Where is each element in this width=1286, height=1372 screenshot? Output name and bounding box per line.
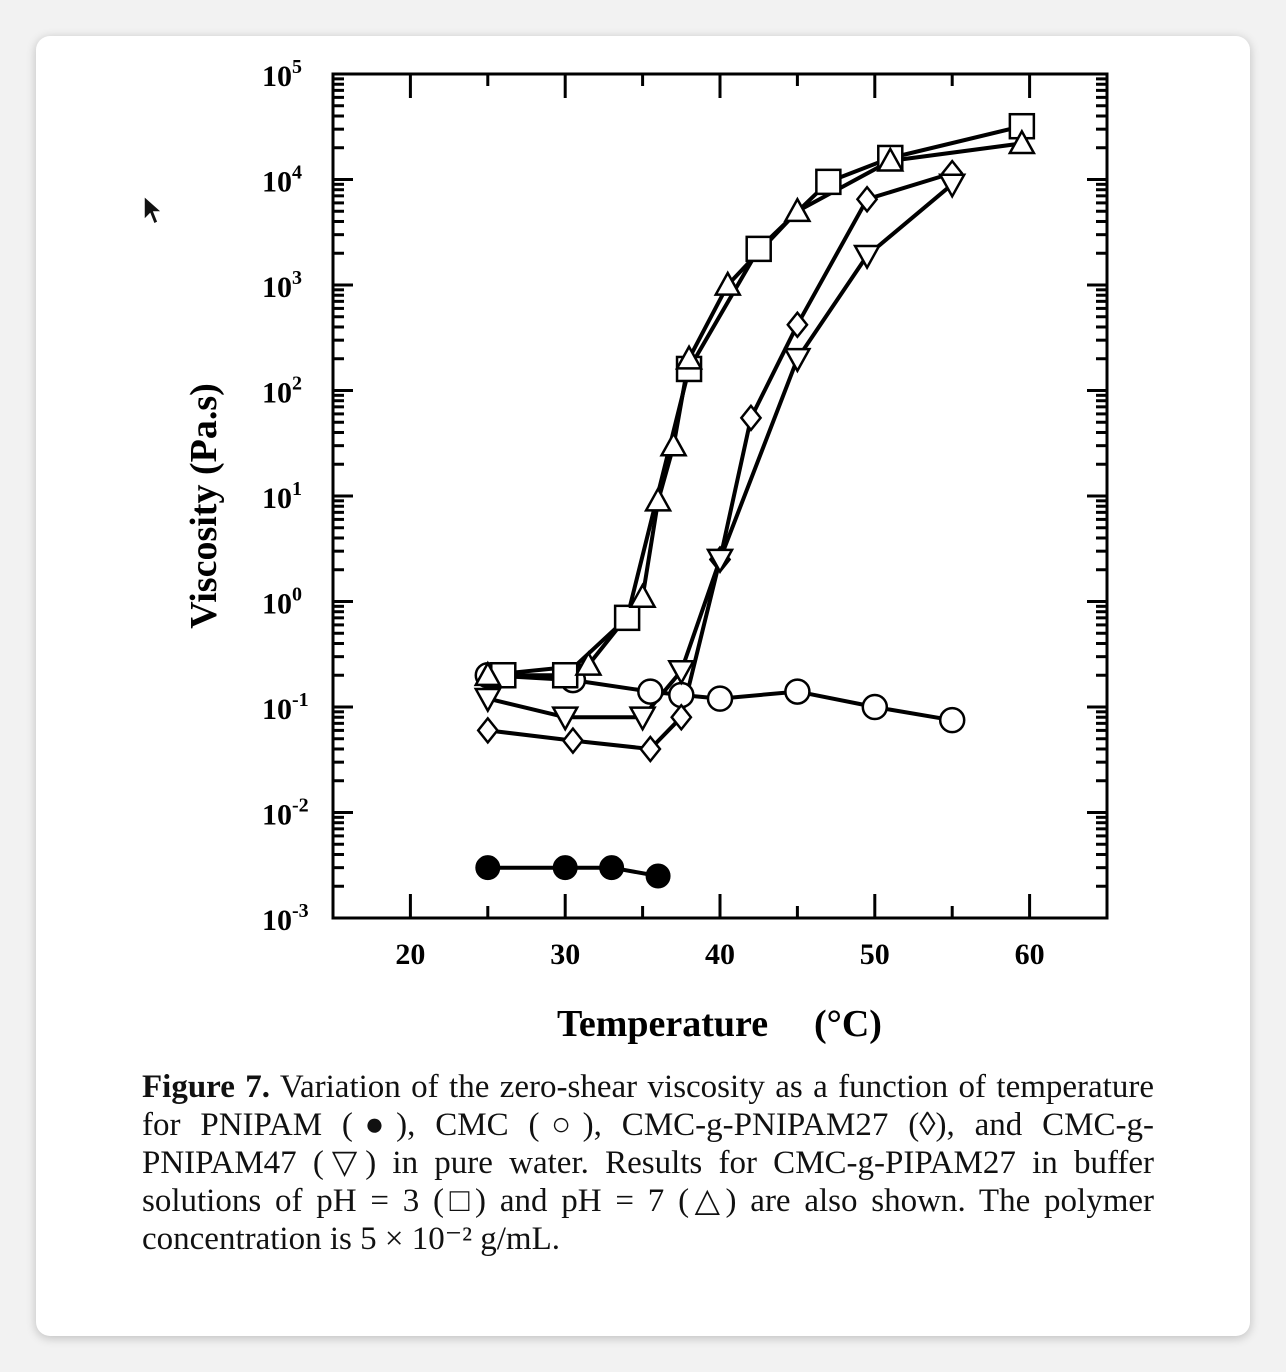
x-axis-title-unit: (°C) <box>814 1003 882 1045</box>
series-filled-circle <box>487 865 659 878</box>
x-tick-label: 20 <box>395 938 425 971</box>
series-markers-square <box>490 112 1036 689</box>
x-tick-label: 40 <box>705 938 735 971</box>
chart-series <box>473 112 1036 889</box>
figure-label: Figure 7. <box>142 1069 271 1105</box>
data-point <box>786 310 809 339</box>
data-point <box>628 706 657 732</box>
data-point <box>574 650 603 676</box>
data-point <box>739 403 763 432</box>
data-point <box>645 863 671 889</box>
data-point <box>783 196 812 223</box>
data-point <box>639 734 662 763</box>
data-point <box>637 678 664 705</box>
data-point <box>713 270 742 296</box>
y-tick-label: 102 <box>262 373 302 410</box>
data-point <box>861 693 889 721</box>
series-line <box>487 865 659 878</box>
data-point <box>855 185 879 214</box>
x-axis-title-text: Temperature <box>557 1003 768 1045</box>
data-point <box>475 855 501 881</box>
data-point <box>599 855 625 881</box>
series-markers-diamond <box>476 159 964 763</box>
y-tick-label: 103 <box>262 267 302 304</box>
x-tick-label: 60 <box>1015 938 1045 971</box>
mouse-cursor-icon <box>142 194 164 231</box>
data-point <box>670 703 693 732</box>
data-point <box>561 726 585 755</box>
data-point <box>706 685 734 712</box>
series-line <box>487 182 954 720</box>
y-tick-label: 104 <box>262 162 302 199</box>
data-point <box>938 706 966 734</box>
data-point <box>667 660 696 686</box>
document-page: 20 30 40 50 60 105 104 103 102 101 100 10-1 10-2 10-3… <box>36 36 1250 1336</box>
data-point <box>674 344 704 370</box>
data-point <box>628 582 657 608</box>
y-axis-title: Viscosity (Pa.s) <box>183 383 225 629</box>
series-down-triangle <box>487 182 954 720</box>
data-point <box>551 706 580 732</box>
data-point <box>476 716 500 745</box>
series-markers-down-triangle <box>473 173 967 732</box>
data-point <box>815 168 842 196</box>
y-tick-label: 10-2 <box>262 795 309 832</box>
data-point <box>876 146 905 172</box>
data-point <box>613 604 641 632</box>
data-point <box>551 661 579 689</box>
data-point <box>783 347 812 374</box>
x-axis-title: Temperature (°C) <box>557 1003 882 1045</box>
plot-frame <box>331 72 1109 920</box>
series-line <box>503 124 1023 678</box>
data-point <box>659 431 688 457</box>
tick-labels: 20 30 40 50 60 105 104 103 102 101 100 10-1 10-2 10-3 <box>262 56 1045 971</box>
axis-ticks <box>333 74 1107 920</box>
x-tick-label: 50 <box>860 938 890 971</box>
series-markers-up-triangle <box>473 128 1036 687</box>
y-tick-label: 105 <box>262 56 302 93</box>
data-point <box>938 173 967 199</box>
data-point <box>852 244 882 271</box>
y-tick-label: 10-1 <box>262 689 309 726</box>
data-point <box>705 548 735 575</box>
data-point <box>473 660 502 687</box>
x-tick-label: 30 <box>550 938 580 971</box>
y-tick-label: 100 <box>262 584 302 621</box>
data-point <box>552 855 578 881</box>
figure-caption: Figure 7. Variation of the zero-shear vi… <box>142 1068 1154 1258</box>
series-square <box>503 124 1023 678</box>
data-point <box>1007 128 1036 155</box>
caption-text: Variation of the zero-shear viscosity as… <box>142 1069 1154 1257</box>
data-point <box>745 235 772 263</box>
data-point <box>473 687 502 714</box>
viscosity-chart: 20 30 40 50 60 105 104 103 102 101 100 10-1 10-2 10-3… <box>183 56 1109 1045</box>
y-tick-label: 10-3 <box>262 900 309 937</box>
data-point <box>643 486 673 512</box>
data-point <box>784 678 811 705</box>
y-tick-label: 101 <box>262 478 302 515</box>
series-markers-filled-circle <box>475 855 671 889</box>
